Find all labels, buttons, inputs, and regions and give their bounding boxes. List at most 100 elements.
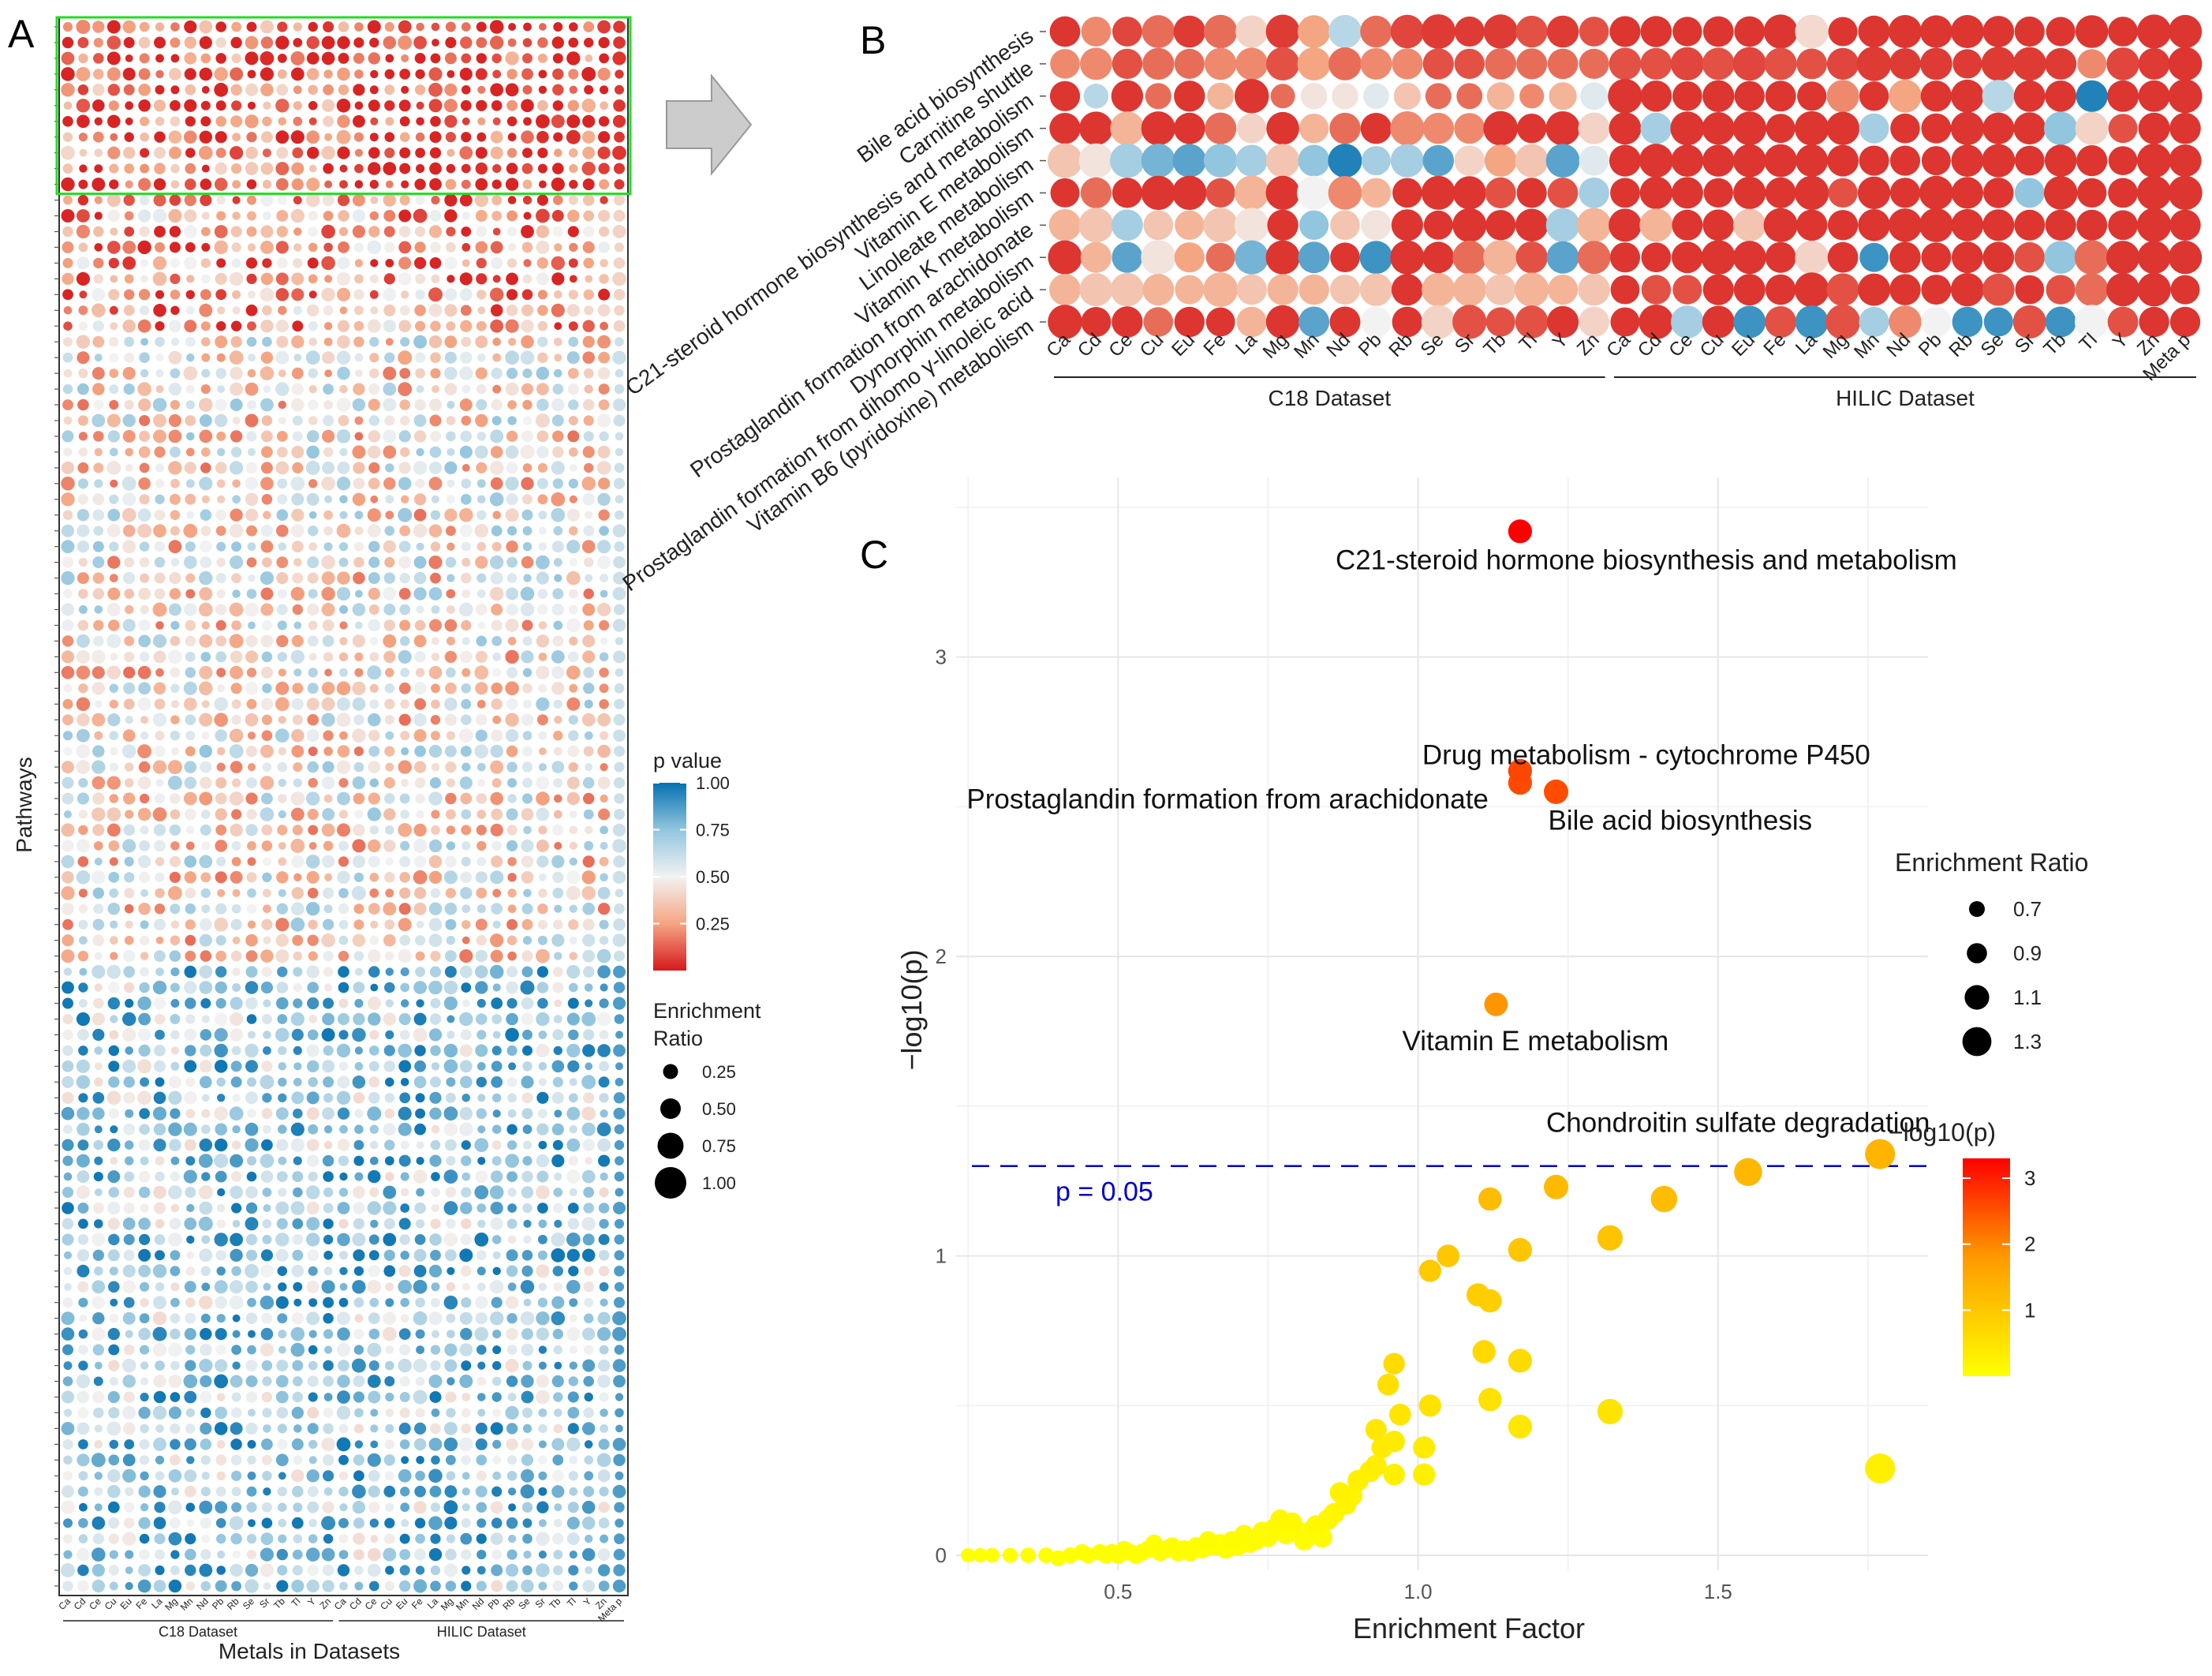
a-dot [125, 1581, 133, 1591]
a-dot [260, 67, 274, 81]
a-dot [139, 840, 151, 851]
b-dot [1235, 144, 1268, 177]
a-dot [553, 1282, 563, 1292]
a-dot [199, 1248, 213, 1263]
a-dot [78, 810, 88, 819]
a-dot [123, 824, 135, 836]
c-point [1377, 1374, 1399, 1396]
a-dot [384, 683, 395, 694]
a-dot [77, 462, 89, 473]
a-dot [414, 1045, 426, 1057]
b-dot [1920, 47, 1952, 80]
a-dot [536, 1501, 549, 1513]
c-size-legend-title: Enrichment Ratio [1895, 848, 2088, 877]
a-dot [109, 447, 118, 457]
a-dot [583, 1375, 594, 1387]
a-dot [553, 1345, 562, 1355]
pvalue-legend-title: p value [653, 749, 722, 773]
a-dot [290, 586, 305, 601]
a-dot [507, 400, 517, 410]
a-dot [109, 179, 119, 189]
a-dot [398, 903, 411, 915]
a-dot [581, 1169, 596, 1184]
a-dot [154, 1013, 166, 1025]
a-dot [307, 603, 319, 616]
a-dot [461, 1503, 470, 1512]
a-dot [430, 241, 441, 253]
a-dot [370, 1535, 379, 1543]
a-dot [275, 1027, 290, 1042]
a-dot [476, 1250, 487, 1261]
a-dot [430, 1423, 441, 1435]
a-dot [536, 1091, 549, 1104]
a-dot [170, 809, 181, 820]
a-dot [583, 525, 595, 537]
panel-c-xlabel: Enrichment Factor [1353, 1612, 1585, 1644]
a-dot [293, 1281, 303, 1292]
a-dot [337, 461, 350, 474]
a-dot [154, 840, 166, 852]
a-dot [107, 587, 121, 600]
a-dot [61, 823, 75, 837]
a-dot [292, 1391, 304, 1403]
a-dot [323, 1313, 334, 1324]
a-dot [522, 368, 532, 379]
a-dot [444, 855, 457, 868]
a-dot [459, 1375, 473, 1388]
a-dot [230, 665, 244, 679]
a-dot [338, 84, 349, 95]
a-dot [612, 823, 626, 837]
a-dot [276, 556, 289, 568]
size-legend-dot [663, 1064, 678, 1079]
a-dot [490, 744, 503, 758]
a-dot [321, 713, 335, 727]
b-dot [1110, 111, 1145, 146]
a-dot [139, 430, 151, 443]
a-dot [538, 1282, 547, 1292]
a-dot [459, 445, 473, 459]
a-dot [551, 1485, 565, 1498]
a-dot [63, 306, 73, 315]
a-dot [476, 935, 487, 946]
a-dot [446, 731, 456, 740]
a-dot [323, 1266, 333, 1276]
a-dot [263, 101, 271, 110]
b-dot [1609, 112, 1642, 145]
a-dot [106, 665, 121, 679]
a-dot [109, 888, 119, 898]
a-dot [214, 1027, 228, 1042]
b-dot [1732, 241, 1766, 275]
a-dot [109, 163, 119, 174]
a-dot [246, 431, 257, 442]
a-dot [612, 271, 626, 286]
a-dot [140, 1423, 149, 1434]
a-dot [385, 180, 394, 189]
a-dot [168, 1406, 181, 1420]
a-dot [198, 145, 213, 160]
a-dot [170, 1487, 179, 1496]
a-dot [94, 148, 103, 158]
a-dot [368, 226, 380, 238]
a-dot [597, 556, 611, 570]
b-dot [1547, 178, 1579, 208]
a-dot [553, 620, 563, 630]
a-dot [554, 243, 562, 252]
a-dot [613, 320, 626, 332]
a-dot [505, 1154, 519, 1168]
a-dot [445, 809, 456, 820]
pvalue-tick-label: 0.25 [696, 915, 730, 934]
a-dot [368, 839, 381, 853]
a-dot [398, 256, 412, 270]
a-dot [369, 888, 379, 898]
a-dot [201, 353, 211, 362]
a-dot [152, 807, 167, 821]
a-dot [490, 429, 504, 443]
a-dot [551, 272, 565, 286]
a-dot [413, 1076, 427, 1089]
a-dot [216, 762, 226, 772]
a-dot [260, 807, 275, 821]
b-dot [1857, 176, 1891, 210]
a-dot [79, 290, 88, 299]
a-dot [370, 495, 379, 503]
a-dot [445, 132, 457, 143]
